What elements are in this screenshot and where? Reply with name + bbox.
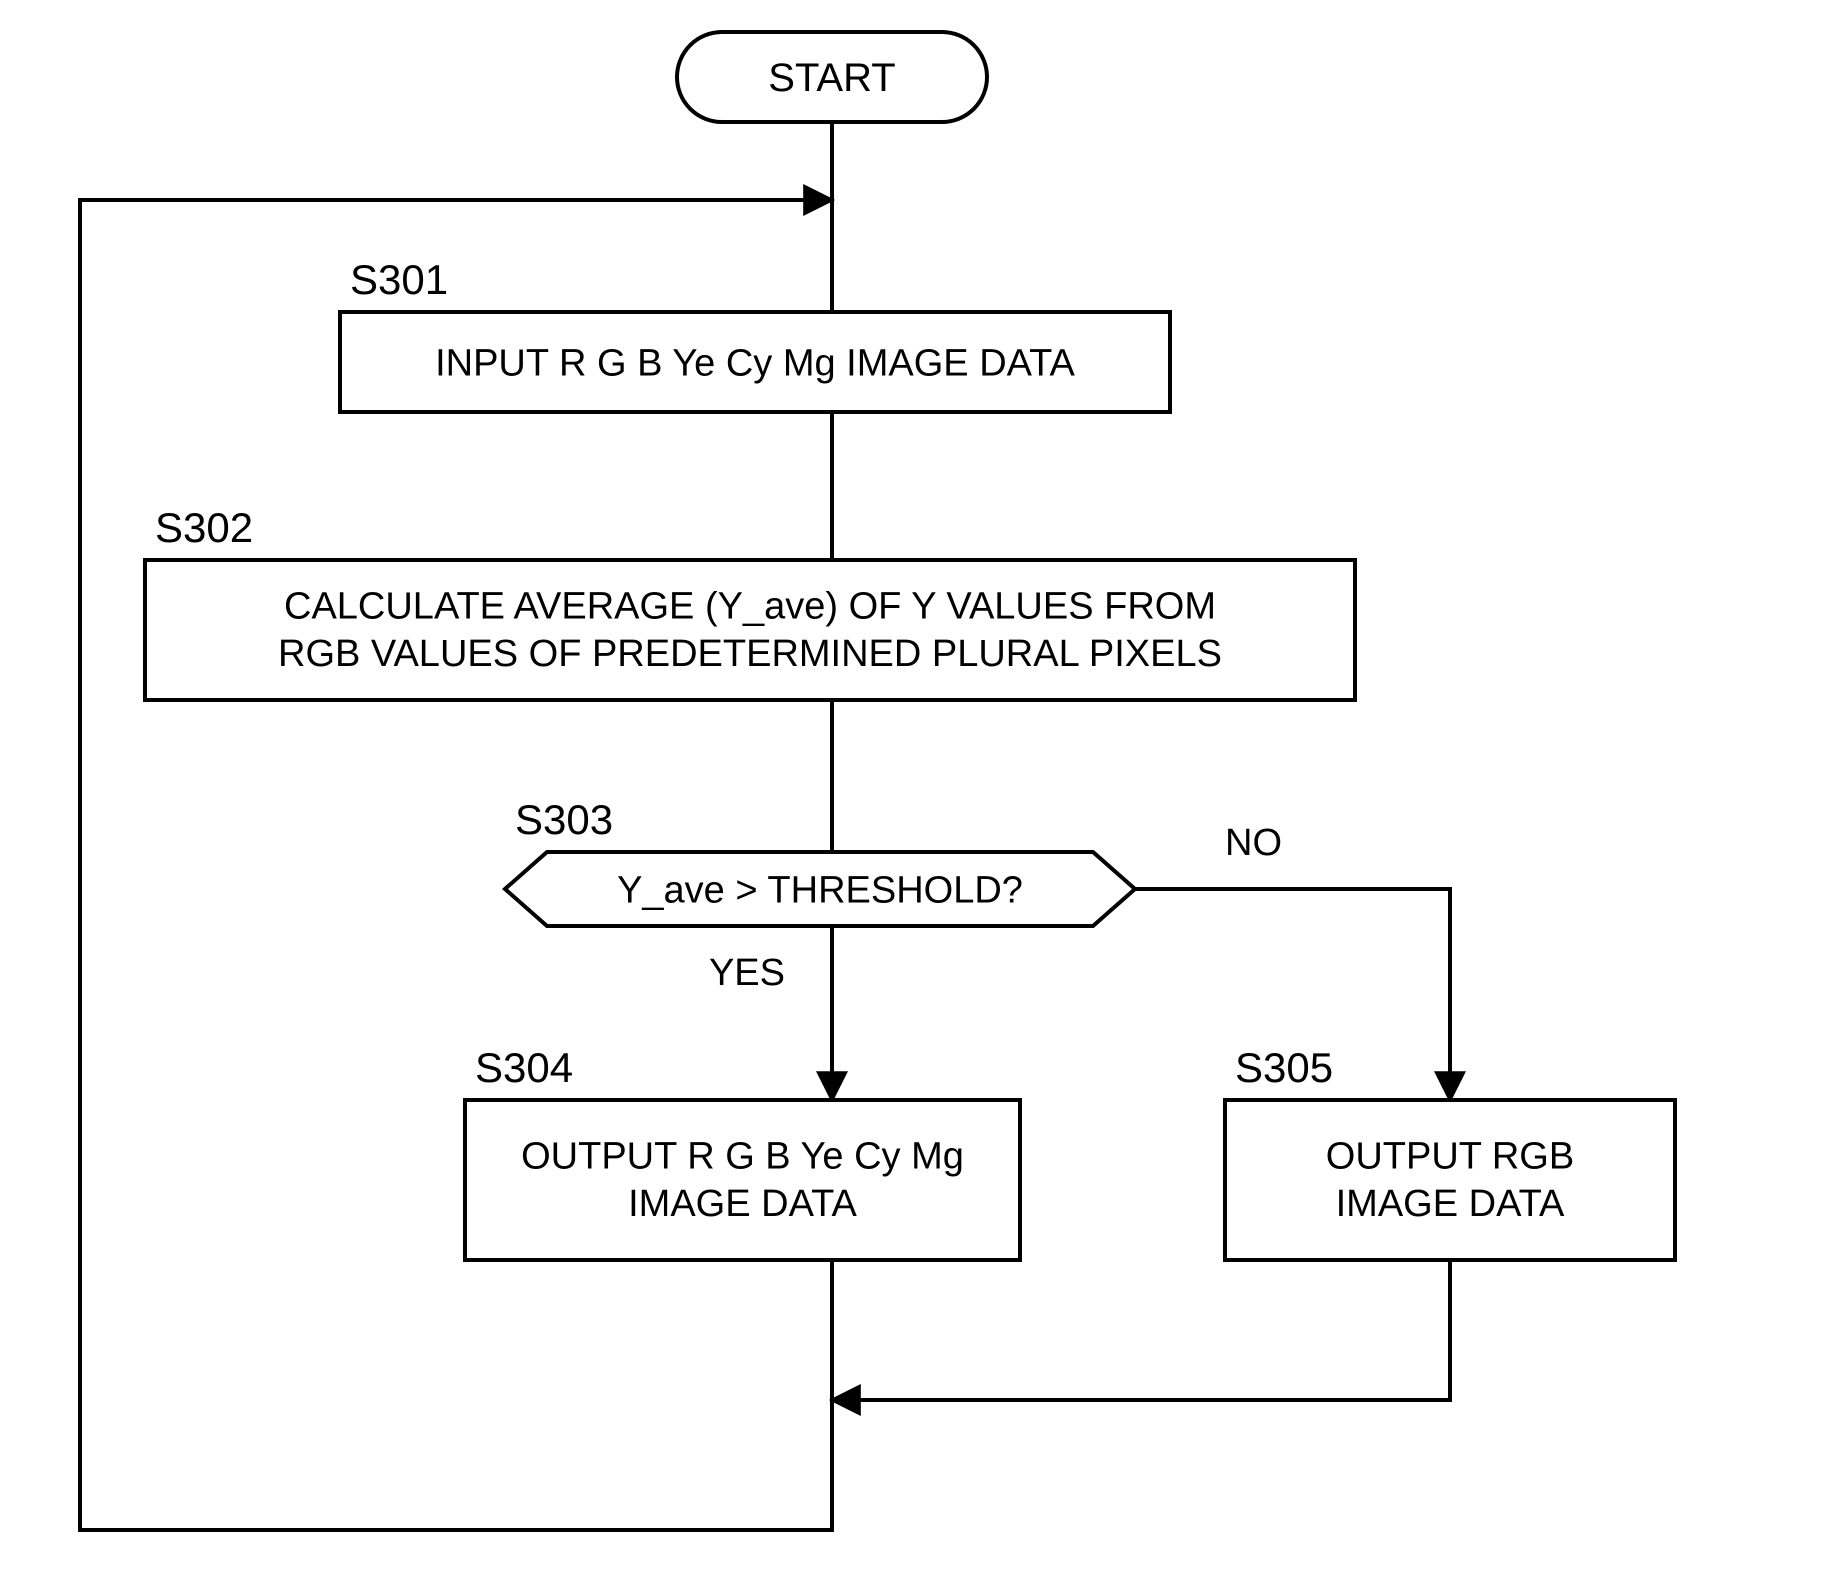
node-start-label: START bbox=[768, 56, 895, 100]
node-s304-step-label: S304 bbox=[475, 1044, 573, 1091]
node-s301-label: INPUT R G B Ye Cy Mg IMAGE DATA bbox=[435, 342, 1075, 384]
node-s303-label: Y_ave > THRESHOLD? bbox=[617, 869, 1023, 911]
flow-edge bbox=[832, 1260, 1450, 1400]
node-s301-step-label: S301 bbox=[350, 256, 448, 303]
node-s301: S301 bbox=[340, 256, 1170, 412]
node-s305-step-label: S305 bbox=[1235, 1044, 1333, 1091]
flowchart-canvas: START S301 INPUT R G B Ye Cy Mg IMAGE DATA… bbox=[0, 0, 1845, 1592]
node-s302-step-label: S302 bbox=[155, 504, 253, 551]
decision-no-label: NO bbox=[1225, 822, 1282, 864]
node-s303-step-label: S303 bbox=[515, 796, 613, 843]
decision-yes-label: YES bbox=[709, 952, 785, 994]
